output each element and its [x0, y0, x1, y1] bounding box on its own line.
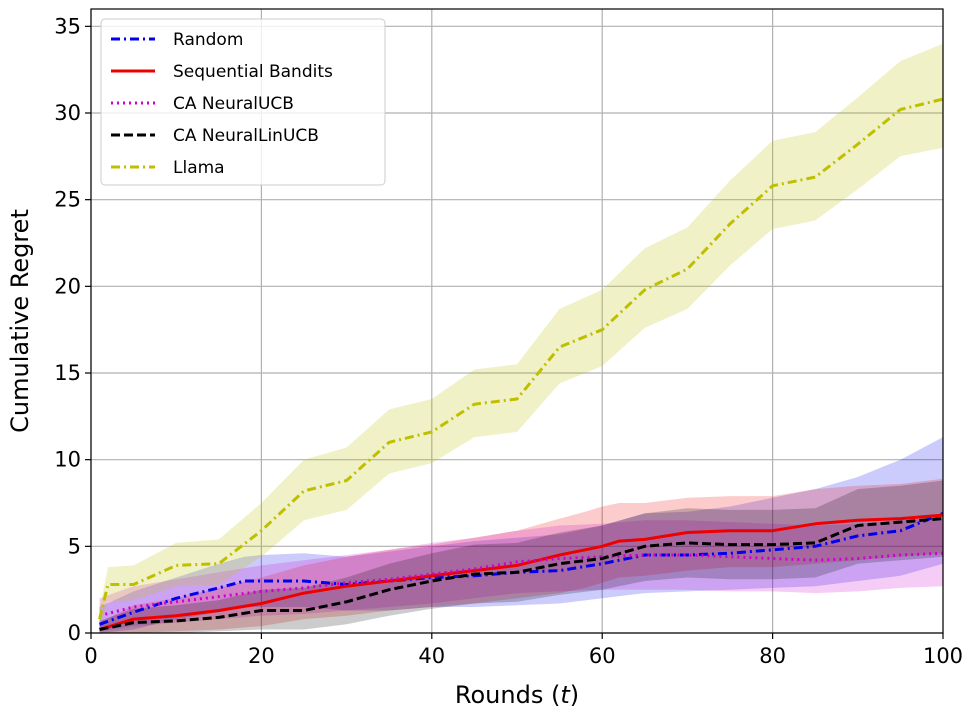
band-2 — [99, 518, 943, 632]
y-tick-label: 15 — [54, 361, 81, 385]
series-line-2 — [99, 551, 944, 618]
y-tick-label: 35 — [54, 14, 81, 38]
band-3 — [99, 480, 943, 633]
legend-box — [100, 18, 386, 186]
legend-label-0: Random — [173, 30, 243, 50]
x-tick-label: 80 — [759, 644, 786, 668]
legend-label-1: Sequential Bandits — [173, 62, 333, 82]
series-line-4 — [98, 97, 944, 620]
y-tick-label: 20 — [54, 274, 81, 298]
band-0 — [99, 437, 943, 633]
confidence-bands — [99, 43, 943, 633]
x-tick-label: 20 — [248, 644, 275, 668]
legend: Random Sequential Bandits CA NeuralUCB CA N… — [100, 18, 386, 186]
plot-frame — [90, 8, 944, 634]
series-line-3 — [99, 517, 944, 631]
series-lines — [98, 97, 944, 631]
x-ticks: 0 20 40 60 80 100 — [84, 633, 963, 668]
legend-label-4: Llama — [173, 158, 225, 178]
y-tick-label: 0 — [68, 621, 81, 645]
y-ticks: 0 5 10 15 20 25 30 35 — [54, 14, 91, 645]
x-axis-title: Rounds (t) — [455, 681, 579, 709]
y-tick-label: 5 — [68, 534, 81, 558]
legend-label-3: CA NeuralLinUCB — [173, 126, 319, 146]
y-axis-title: Cumulative Regret — [6, 209, 34, 433]
x-tick-label: 60 — [589, 644, 616, 668]
y-tick-label: 25 — [54, 188, 81, 212]
y-tick-label: 10 — [54, 448, 81, 472]
x-tick-label: 0 — [84, 644, 97, 668]
y-tick-label: 30 — [54, 101, 81, 125]
band-1 — [99, 478, 943, 633]
legend-label-2: CA NeuralUCB — [173, 94, 294, 114]
x-tick-label: 40 — [418, 644, 445, 668]
series-line-1 — [99, 513, 944, 631]
x-tick-label: 100 — [923, 644, 963, 668]
series-line-0 — [98, 512, 944, 626]
band-4 — [99, 43, 943, 628]
